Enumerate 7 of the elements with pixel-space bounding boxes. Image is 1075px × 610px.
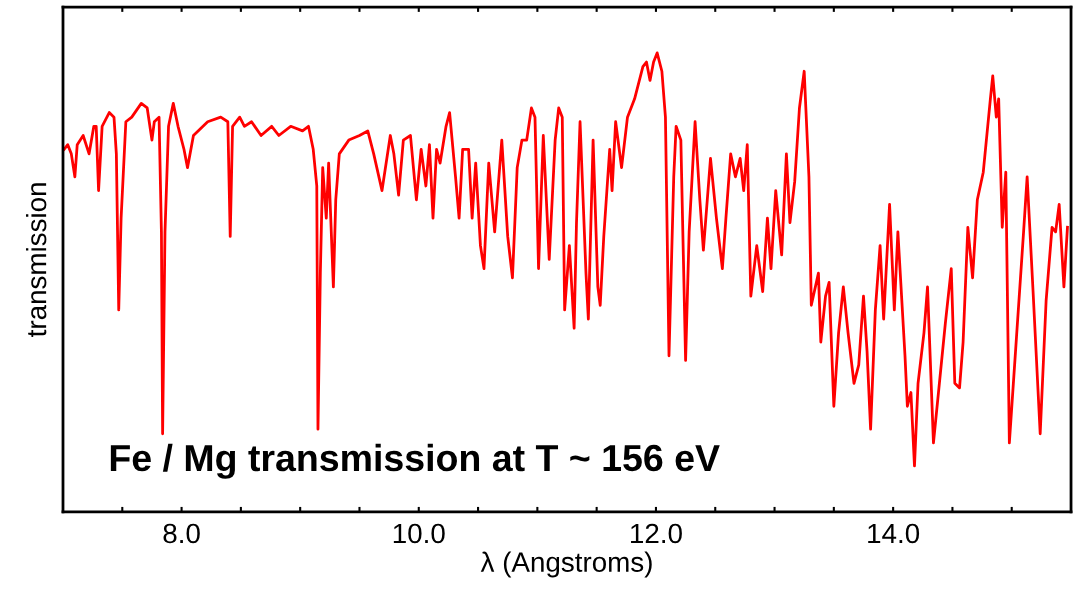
x-tick-label: 12.0 [631,523,682,544]
y-axis-title: transmission [25,183,47,337]
x-tick-label: 14.0 [868,523,920,544]
x-tick-label: 10.0 [393,523,445,544]
x-tick-label: 8.0 [163,523,200,544]
annotation: Fe / Mg transmission at T ~ 156 eV [110,443,720,479]
x-axis-title: λ (Angstroms) [480,551,652,578]
